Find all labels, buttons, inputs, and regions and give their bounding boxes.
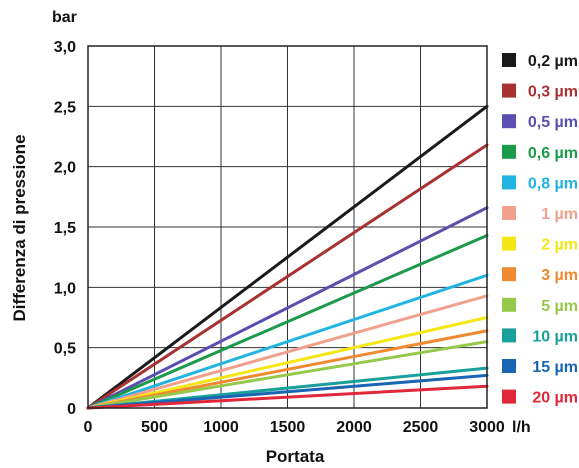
y-tick-label: 1,0 [54,280,76,297]
y-tick-label: 1,5 [54,220,76,237]
x-tick-label: 500 [141,419,168,436]
plot-border [87,45,488,409]
y-tick-labels: 0 0,5 1,0 1,5 2,0 2,5 3,0 [54,39,76,418]
legend-label: 0,5 µm [528,114,578,131]
legend-label: 2 µm [541,237,578,254]
series-line [86,104,489,410]
legend-swatch [502,114,516,129]
legend-label: 5 µm [541,298,578,315]
series-line [86,316,489,410]
y-tick-label: 0 [67,401,76,418]
legend-swatch [502,267,516,282]
series-line [86,340,489,410]
x-tick-label: 2000 [336,419,372,436]
legend-label: 0,2 µm [528,53,578,70]
legend-swatch [502,206,516,220]
x-tick-label: 1000 [203,419,239,436]
series-line [86,373,489,410]
series-line [86,329,489,410]
series-lines [86,104,489,410]
series-line [86,384,489,410]
legend-swatch [502,297,516,312]
x-unit-label: l/h [512,419,531,436]
legend-swatch [502,144,516,159]
legend: 0,2 µm 0,3 µm 0,5 µm 0,6 µm 0,8 µm 1 µm 2 µm 3 … [502,53,578,407]
grid [88,46,487,408]
legend-label: 0,3 µm [528,84,578,101]
series-line [86,294,489,410]
legend-label: 0,6 µm [528,145,578,162]
legend-label: 3 µm [541,267,578,284]
y-tick-label: 3,0 [54,39,76,56]
x-tick-label: 3000 [469,419,505,436]
series-line [86,143,489,410]
x-axis-title: Portata [266,447,325,466]
y-axis-title: Differenza di pressione [10,134,29,321]
legend-swatch [502,359,516,373]
legend-label: 10 µm [532,328,578,345]
legend-swatch [502,83,516,98]
series-line [86,233,489,410]
x-tick-label: 0 [84,419,93,436]
x-tick-label: 1500 [270,419,306,436]
x-tick-label: 2500 [403,419,439,436]
legend-swatch [502,53,516,67]
series-line [86,206,489,410]
plot-frame [87,45,488,409]
legend-swatch [502,236,516,251]
legend-label: 15 µm [532,359,578,376]
legend-label: 0,8 µm [528,175,578,192]
legend-label: 20 µm [532,390,578,407]
legend-label: 1 µm [541,206,578,223]
series-line [86,273,489,410]
x-tick-labels: 0 500 1000 1500 2000 2500 3000 [84,419,505,436]
legend-swatch [502,175,516,190]
y-tick-label: 2,5 [54,99,76,116]
y-tick-label: 0,5 [54,341,76,358]
y-unit-label: bar [52,9,77,26]
y-tick-label: 2,0 [54,160,76,177]
legend-swatch [502,389,516,404]
legend-swatch [502,328,516,343]
